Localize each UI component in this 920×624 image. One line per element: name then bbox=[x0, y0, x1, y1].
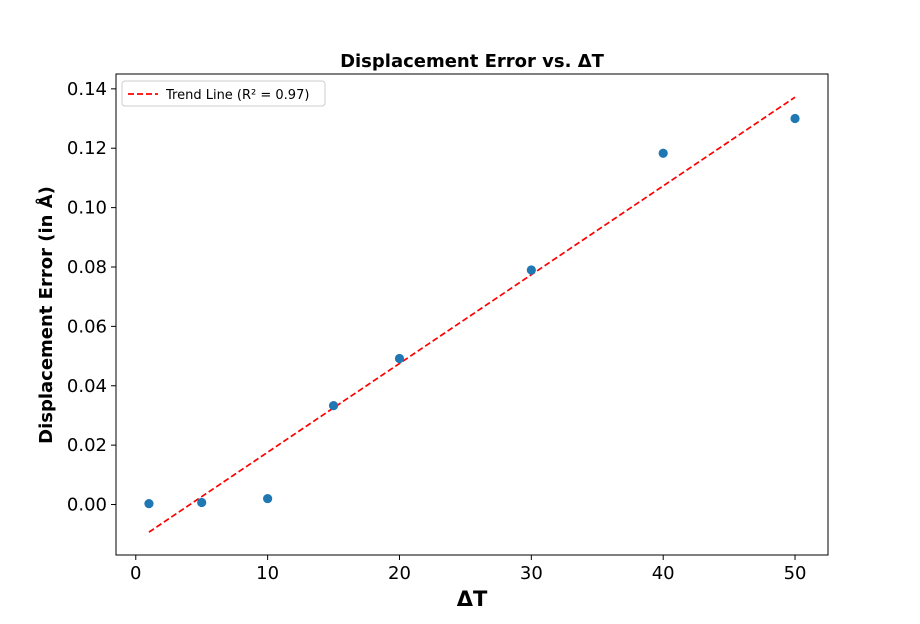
chart-title: Displacement Error vs. ΔT bbox=[340, 51, 605, 72]
y-tick-label: 0.06 bbox=[67, 316, 107, 337]
data-point bbox=[394, 353, 405, 364]
legend: Trend Line (R² = 0.97) bbox=[121, 80, 326, 107]
y-tick-label: 0.02 bbox=[67, 435, 107, 456]
y-axis-label: Displacement Error (in Å) bbox=[34, 186, 57, 444]
data-point bbox=[658, 148, 668, 158]
axes-frame bbox=[115, 73, 829, 556]
y-tick-label: 0.08 bbox=[67, 257, 107, 278]
y-tick-label: 0.00 bbox=[67, 495, 107, 516]
x-axis: 0 10 20 30 40 50 bbox=[130, 555, 806, 584]
data-point bbox=[144, 499, 154, 509]
x-tick-label: 0 bbox=[130, 563, 141, 584]
x-tick-label: 10 bbox=[256, 563, 279, 584]
data-point bbox=[526, 265, 536, 275]
data-point bbox=[197, 497, 207, 508]
legend-trend-line-label: Trend Line (R² = 0.97) bbox=[165, 88, 309, 103]
plot-area bbox=[144, 96, 800, 533]
data-point bbox=[328, 401, 339, 411]
data-point bbox=[790, 113, 800, 124]
x-tick-label: 20 bbox=[388, 563, 411, 584]
trend-line bbox=[148, 96, 796, 533]
y-tick-label: 0.10 bbox=[67, 198, 107, 219]
x-tick-label: 40 bbox=[652, 563, 675, 584]
y-tick-label: 0.12 bbox=[67, 138, 107, 159]
y-tick-label: 0.14 bbox=[67, 79, 107, 100]
legend-box bbox=[121, 80, 326, 107]
x-tick-label: 30 bbox=[520, 563, 543, 584]
y-tick-label: 0.04 bbox=[67, 376, 107, 397]
data-point bbox=[263, 493, 273, 504]
x-axis-label: ΔT bbox=[457, 587, 488, 611]
y-axis: 0.00 0.02 0.04 0.06 0.08 0.10 0.12 0.14 bbox=[67, 79, 116, 516]
x-tick-label: 50 bbox=[784, 563, 807, 584]
